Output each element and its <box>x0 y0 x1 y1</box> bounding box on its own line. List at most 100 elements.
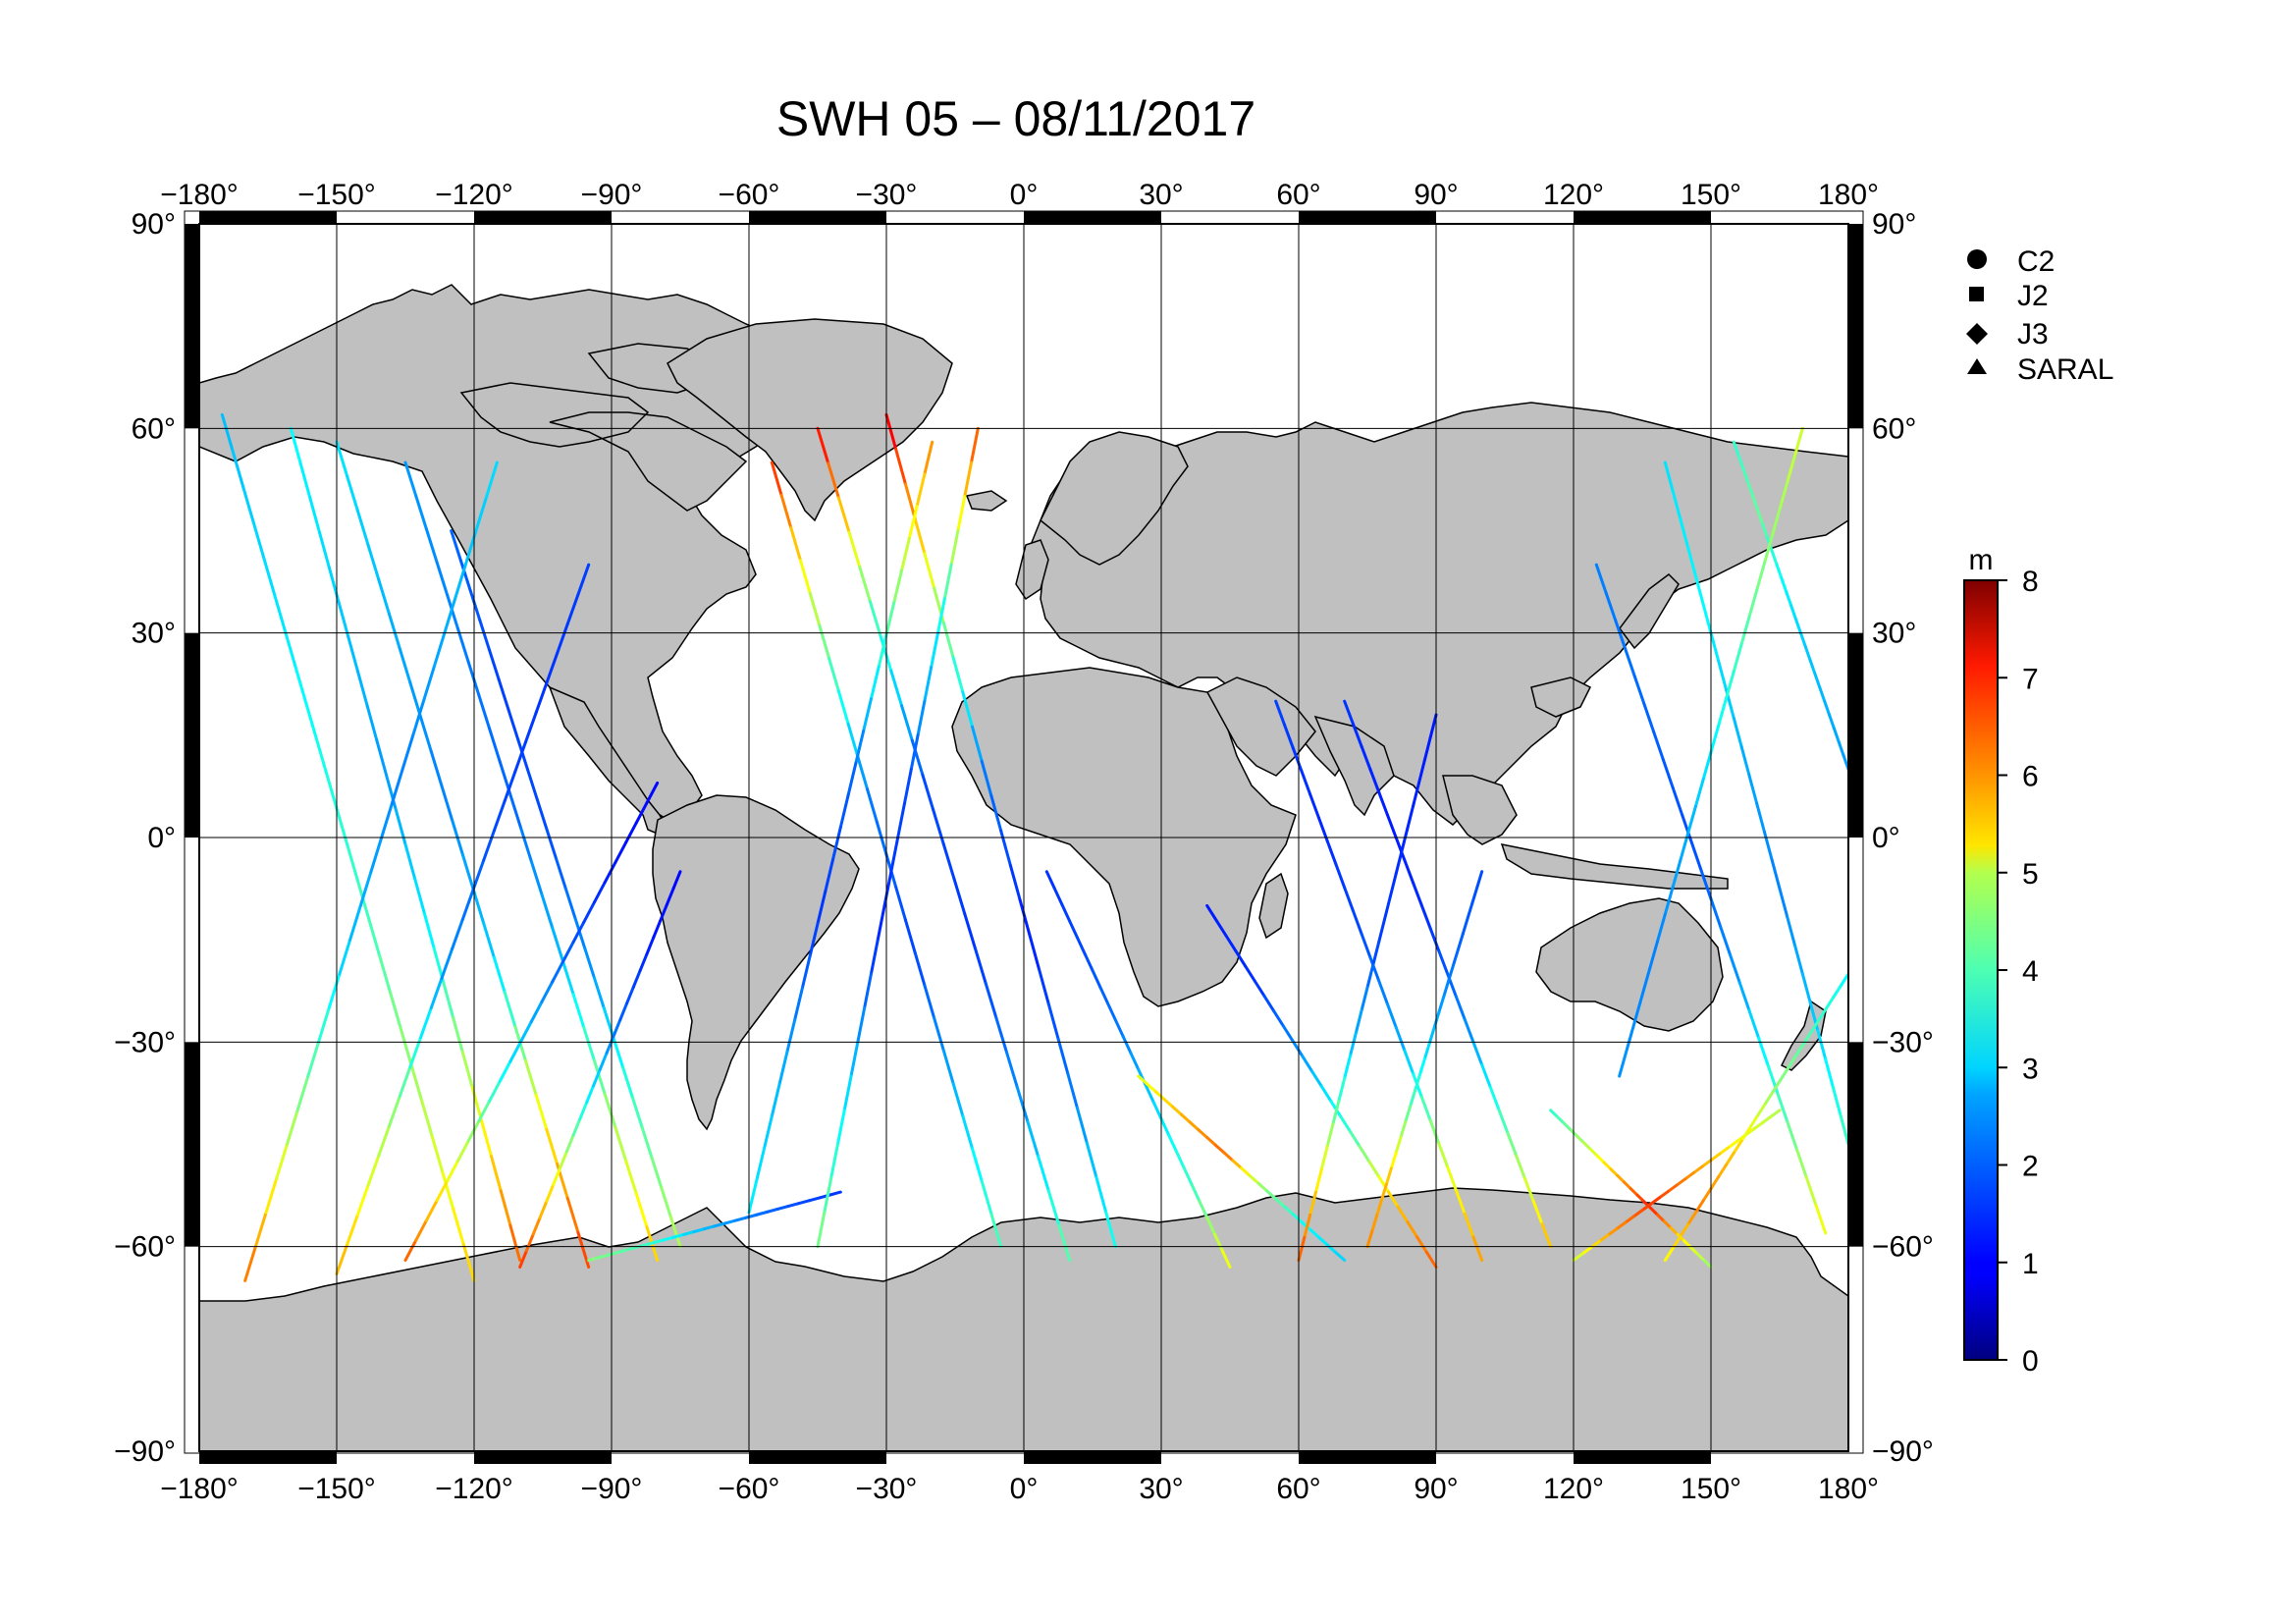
track-14 <box>816 426 980 1249</box>
track-segment <box>485 460 499 499</box>
track-segment <box>1824 1057 1835 1090</box>
colorbar-tick-label: 3 <box>2022 1053 2039 1085</box>
track-segment <box>1415 1235 1428 1254</box>
track-segment <box>900 704 914 742</box>
track-segment <box>1770 1079 1782 1095</box>
lat-tick-label-left: 0° <box>147 822 176 854</box>
track-segment <box>388 990 402 1030</box>
track-segment <box>578 1101 589 1120</box>
track-segment <box>440 947 454 981</box>
track-segment <box>836 496 851 534</box>
frame-bar-bottom <box>1574 1451 1711 1464</box>
track-segment <box>1038 967 1050 1006</box>
track-segment <box>1793 426 1804 458</box>
lat-tick-label-left: 30° <box>132 618 176 650</box>
track-segment <box>984 981 998 1019</box>
track-segment <box>896 801 906 839</box>
track-segment <box>1602 1161 1613 1171</box>
track-segment <box>789 526 802 563</box>
track-segment <box>1301 1055 1314 1073</box>
track-segment <box>564 1133 575 1154</box>
track-segment <box>1609 1167 1620 1177</box>
track-segment <box>1384 1166 1393 1186</box>
track-segment <box>907 505 919 540</box>
track-segment <box>1709 1152 1722 1163</box>
track-segment <box>894 886 907 922</box>
track-segment <box>454 563 467 601</box>
track-segment <box>380 801 394 839</box>
track-segment <box>631 968 642 989</box>
track-segment <box>1171 1105 1183 1116</box>
track-segment <box>1375 1198 1384 1217</box>
track-segment <box>816 426 830 465</box>
track-segment <box>1635 1193 1646 1204</box>
track-segment <box>1008 863 1022 902</box>
track-segment <box>538 1199 549 1219</box>
track-segment <box>999 829 1012 867</box>
track-segment <box>1831 984 1842 1000</box>
track-segment <box>251 521 266 561</box>
track-segment <box>387 1095 401 1128</box>
track-segment <box>593 976 606 1010</box>
track-segment <box>786 1202 801 1209</box>
track-segment <box>1358 1145 1371 1163</box>
track-segment <box>1661 758 1675 789</box>
track-segment <box>1075 1106 1089 1145</box>
colorbar-tick-label: 2 <box>2022 1151 2039 1183</box>
track-segment <box>1709 724 1721 754</box>
lat-tick-label-right: 0° <box>1872 822 1900 854</box>
track-segment <box>634 1192 649 1229</box>
frame-bar-bottom <box>1024 1451 1161 1464</box>
track-segment <box>508 1040 523 1063</box>
lon-tick-label-top: 30° <box>1139 179 1183 211</box>
track-segment <box>1282 723 1295 750</box>
track-segment <box>1776 1092 1789 1123</box>
track-segment <box>1755 801 1766 834</box>
legend-label-j3: J3 <box>2017 318 2049 351</box>
track-segment <box>1624 646 1636 678</box>
track-segment <box>421 665 436 703</box>
track-segment <box>1769 1109 1782 1118</box>
track-segment <box>1675 1177 1687 1187</box>
colorbar-tick-label: 0 <box>2022 1345 2039 1378</box>
track-segment <box>1256 1181 1269 1193</box>
track-segment <box>1419 903 1432 931</box>
track-segment <box>923 552 936 590</box>
track-segment <box>1026 1119 1041 1159</box>
track-segment <box>639 1241 654 1248</box>
track-segment <box>1394 836 1407 862</box>
track-segment <box>1028 933 1041 971</box>
track-segment <box>1640 1202 1653 1213</box>
track-segment <box>1095 1175 1108 1214</box>
track-9 <box>587 1190 842 1263</box>
track-segment <box>941 842 956 881</box>
land-madagascar <box>1258 872 1289 940</box>
track-segment <box>403 1238 418 1263</box>
track-segment <box>1437 995 1446 1014</box>
track-segment <box>399 1026 413 1066</box>
track-segment <box>377 577 391 616</box>
track-segment <box>367 918 382 958</box>
track-segment <box>963 912 977 950</box>
track-segment <box>524 711 538 744</box>
track-segment <box>973 947 988 985</box>
track-segment <box>1823 699 1832 717</box>
track-segment <box>1732 1139 1743 1155</box>
track-segment <box>375 738 389 777</box>
track-segment <box>921 773 935 812</box>
track-segment <box>1747 773 1759 805</box>
track-segment <box>884 601 896 636</box>
track-segment <box>941 1049 955 1085</box>
track-segment <box>1755 1104 1766 1119</box>
frame-bar-left <box>185 632 199 838</box>
lon-tick-label-bottom: −90° <box>581 1473 643 1505</box>
track-segment <box>524 1232 535 1253</box>
track-segment <box>618 1001 629 1022</box>
track-segment <box>755 1147 767 1182</box>
track-segment <box>625 985 635 1005</box>
track-segment <box>414 494 428 531</box>
track-segment <box>1770 858 1782 891</box>
track-segment <box>869 938 880 976</box>
track-segment <box>508 1223 522 1263</box>
track-segment <box>818 623 831 661</box>
